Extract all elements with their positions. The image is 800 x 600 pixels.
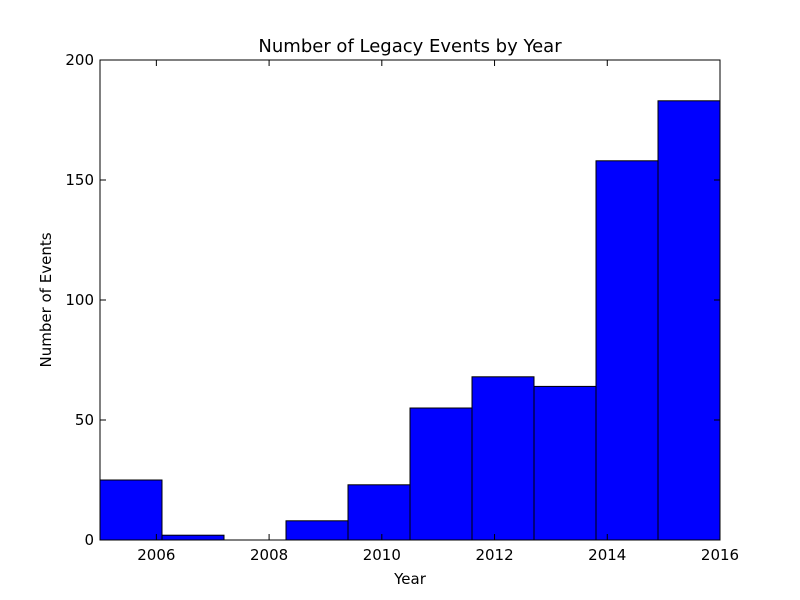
- histogram-bar-7: [533, 385, 597, 541]
- histogram-bar-9: [657, 100, 721, 541]
- plot-frame: [99, 59, 721, 541]
- histogram-bar-4: [347, 484, 411, 541]
- bars-layer: [99, 100, 721, 541]
- y-tick-label-0: 0: [84, 531, 94, 549]
- x-tick-label-2: 2010: [363, 546, 401, 564]
- x-tick-label-1: 2008: [250, 546, 288, 564]
- histogram-bar-3: [285, 520, 349, 541]
- histogram-bar-8: [595, 160, 659, 541]
- y-tick-label-1: 50: [75, 411, 94, 429]
- x-tick-label-4: 2014: [588, 546, 626, 564]
- x-axis-label: Year: [393, 570, 427, 588]
- y-tick-label-3: 150: [65, 171, 94, 189]
- y-tick-label-2: 100: [65, 291, 94, 309]
- histogram-bar-5: [409, 407, 473, 541]
- histogram-bar-6: [471, 376, 535, 541]
- y-tick-label-4: 200: [65, 51, 94, 69]
- y-axis-label: Number of Events: [37, 232, 55, 367]
- histogram-bar-0: [99, 479, 163, 541]
- x-tick-label-3: 2012: [475, 546, 513, 564]
- x-tick-label-0: 2006: [137, 546, 175, 564]
- histogram-bar-1: [161, 534, 225, 541]
- x-tick-label-5: 2016: [701, 546, 739, 564]
- ticks-layer: 2006 2008 2010 2012 2014 2016 0 50 100 150 200: [65, 51, 739, 564]
- chart-title: Number of Legacy Events by Year: [258, 36, 562, 57]
